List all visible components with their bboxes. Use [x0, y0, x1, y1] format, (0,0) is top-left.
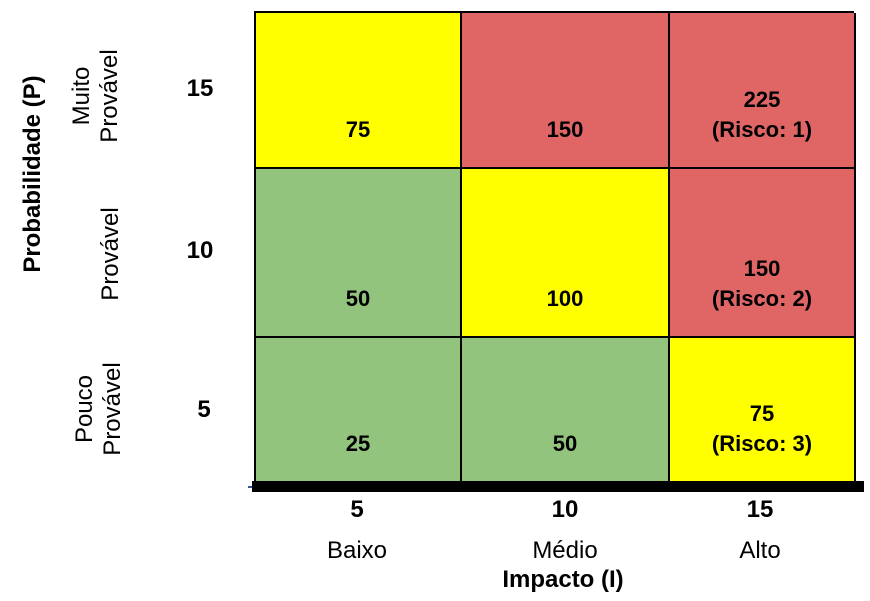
- matrix-cell: 225 (Risco: 1): [670, 13, 856, 169]
- x-category-label-baixo: Baixo: [326, 537, 388, 564]
- cell-value: 50: [552, 431, 578, 456]
- x-value-5: 5: [350, 496, 364, 523]
- cell-risk-label: (Risco: 2): [711, 286, 813, 311]
- cell-value: 150: [743, 256, 781, 281]
- matrix-cell: 50: [462, 338, 670, 483]
- cell-risk-label: (Risco: 1): [711, 117, 813, 142]
- x-axis-bar: [252, 481, 864, 492]
- y-value-10: 10: [186, 237, 214, 264]
- y-value-5: 5: [197, 396, 211, 423]
- matrix-cell: 75: [256, 13, 462, 169]
- cell-value: 150: [546, 117, 584, 142]
- x-axis-title: Impacto (I): [502, 566, 624, 593]
- x-category-label-medio: Médio: [532, 537, 598, 564]
- cell-value: 100: [546, 286, 584, 311]
- cell-value: 25: [345, 431, 371, 456]
- cell-risk-label: (Risco: 3): [711, 431, 813, 456]
- matrix-cell: 150: [462, 13, 670, 169]
- matrix-cell: 75 (Risco: 3): [670, 338, 856, 483]
- matrix-cell: 150 (Risco: 2): [670, 169, 856, 338]
- cell-value: 75: [345, 117, 371, 142]
- y-value-15: 15: [186, 75, 214, 102]
- x-value-15: 15: [746, 496, 774, 523]
- cell-value: 50: [345, 286, 371, 311]
- matrix-cell: 50: [256, 169, 462, 338]
- x-category-label-alto: Alto: [739, 537, 781, 564]
- cell-value: 75: [749, 401, 775, 426]
- matrix-cell: 100: [462, 169, 670, 338]
- x-value-10: 10: [551, 496, 579, 523]
- risk-matrix-grid: 75 150 225 (Risco: 1) 50 100 150 (Risco: 2…: [254, 11, 856, 483]
- cell-value: 225: [743, 87, 781, 112]
- matrix-cell: 25: [256, 338, 462, 483]
